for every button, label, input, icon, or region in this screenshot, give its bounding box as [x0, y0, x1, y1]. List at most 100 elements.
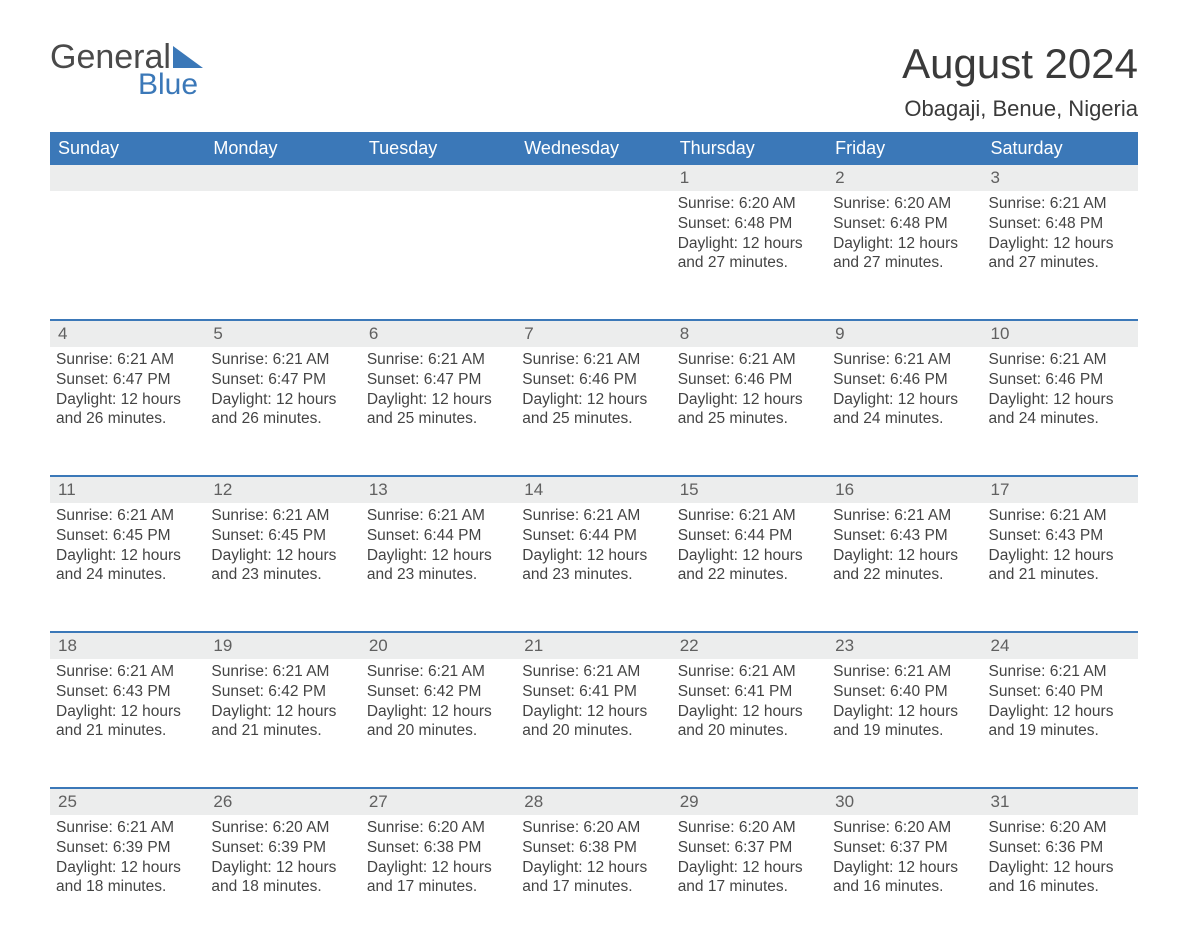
- cell-body: Sunrise: 6:20 AMSunset: 6:37 PMDaylight:…: [833, 815, 976, 897]
- day-header: Tuesday: [361, 132, 516, 165]
- week-body: Sunrise: 6:21 AM Sunset: 6:39 PM Daylight:…: [50, 815, 1138, 943]
- calendar-cell: Sunrise: 6:21 AMSunset: 6:46 PMDaylight:…: [516, 347, 671, 475]
- cell-body: Sunrise: 6:21 AMSunset: 6:39 PMDaylight:…: [56, 815, 199, 897]
- daylight-text: Daylight: 12 hours and 20 minutes.: [522, 702, 665, 742]
- day-number: 26: [205, 789, 360, 815]
- cell-body: Sunrise: 6:20 AMSunset: 6:37 PMDaylight:…: [678, 815, 821, 897]
- calendar-cell: Sunrise: 6:21 AMSunset: 6:47 PMDaylight:…: [361, 347, 516, 475]
- week-wrapper: 18192021222324Sunrise: 6:21 AMSunset: 6:…: [50, 631, 1138, 787]
- sunrise-text: Sunrise: 6:21 AM: [522, 506, 665, 526]
- calendar-cell: Sunrise: 6:21 AMSunset: 6:44 PMDaylight:…: [516, 503, 671, 631]
- day-number: 15: [672, 477, 827, 503]
- sunset-text: Sunset: 6:47 PM: [211, 370, 354, 390]
- day-number: 25: [50, 789, 205, 815]
- cell-body: Sunrise: 6:21 AMSunset: 6:44 PMDaylight:…: [678, 503, 821, 585]
- daylight-text: Daylight: 12 hours and 19 minutes.: [833, 702, 976, 742]
- daylight-text: Daylight: 12 hours and 19 minutes.: [989, 702, 1132, 742]
- day-header-row: SundayMondayTuesdayWednesdayThursdayFrid…: [50, 132, 1138, 165]
- sunset-text: Sunset: 6:43 PM: [833, 526, 976, 546]
- sunset-text: Sunset: 6:37 PM: [678, 838, 821, 858]
- cell-body: Sunrise: 6:21 AMSunset: 6:43 PMDaylight:…: [833, 503, 976, 585]
- daylight-text: Daylight: 12 hours and 25 minutes.: [678, 390, 821, 430]
- sunset-text: Sunset: 6:47 PM: [56, 370, 199, 390]
- daylight-text: Daylight: 12 hours and 20 minutes.: [367, 702, 510, 742]
- sunrise-text: Sunrise: 6:21 AM: [833, 662, 976, 682]
- day-number: 22: [672, 633, 827, 659]
- cell-body: Sunrise: 6:20 AMSunset: 6:48 PMDaylight:…: [678, 191, 821, 273]
- cell-body: Sunrise: 6:21 AMSunset: 6:47 PMDaylight:…: [56, 347, 199, 429]
- week-wrapper: 123Sunrise: 6:20 AMSunset: 6:48 PMDaylig…: [50, 165, 1138, 319]
- sunrise-text: Sunrise: 6:21 AM: [56, 350, 199, 370]
- sunrise-text: Sunrise: 6:21 AM: [989, 194, 1132, 214]
- sunrise-text: Sunrise: 6:20 AM: [833, 818, 976, 838]
- calendar-cell: Sunrise: 6:20 AMSunset: 6:39 PMDaylight:…: [205, 815, 360, 943]
- sunset-text: Sunset: 6:43 PM: [989, 526, 1132, 546]
- sunset-text: Sunset: 6:45 PM: [211, 526, 354, 546]
- cell-body: Sunrise: 6:20 AMSunset: 6:38 PMDaylight:…: [522, 815, 665, 897]
- calendar-cell: Sunrise: 6:20 AMSunset: 6:36 PMDaylight:…: [983, 815, 1138, 943]
- daylight-text: Daylight: 12 hours and 26 minutes.: [211, 390, 354, 430]
- calendar-cell: Sunrise: 6:21 AMSunset: 6:41 PMDaylight:…: [672, 659, 827, 787]
- day-number: 16: [827, 477, 982, 503]
- calendar-cell: Sunrise: 6:20 AMSunset: 6:38 PMDaylight:…: [361, 815, 516, 943]
- calendar-cell: [205, 191, 360, 319]
- daylight-text: Daylight: 12 hours and 25 minutes.: [522, 390, 665, 430]
- day-number: [361, 165, 516, 191]
- daynum-bar: 45678910: [50, 321, 1138, 347]
- calendar-cell: Sunrise: 6:20 AMSunset: 6:37 PMDaylight:…: [827, 815, 982, 943]
- calendar-cell: Sunrise: 6:21 AMSunset: 6:44 PMDaylight:…: [361, 503, 516, 631]
- calendar-cell: Sunrise: 6:21 AMSunset: 6:45 PMDaylight:…: [205, 503, 360, 631]
- daylight-text: Daylight: 12 hours and 23 minutes.: [522, 546, 665, 586]
- daylight-text: Daylight: 12 hours and 24 minutes.: [989, 390, 1132, 430]
- calendar-cell: [516, 191, 671, 319]
- day-number: 5: [205, 321, 360, 347]
- calendar-cell: Sunrise: 6:21 AMSunset: 6:47 PMDaylight:…: [205, 347, 360, 475]
- sunset-text: Sunset: 6:37 PM: [833, 838, 976, 858]
- calendar-cell: Sunrise: 6:21 AMSunset: 6:47 PMDaylight:…: [50, 347, 205, 475]
- sunrise-text: Sunrise: 6:21 AM: [367, 350, 510, 370]
- day-number: 31: [983, 789, 1138, 815]
- sunset-text: Sunset: 6:43 PM: [56, 682, 199, 702]
- cell-body: Sunrise: 6:21 AMSunset: 6:40 PMDaylight:…: [833, 659, 976, 741]
- cell-body: Sunrise: 6:21 AMSunset: 6:42 PMDaylight:…: [367, 659, 510, 741]
- sunset-text: Sunset: 6:48 PM: [833, 214, 976, 234]
- daylight-text: Daylight: 12 hours and 17 minutes.: [522, 858, 665, 898]
- day-number: 14: [516, 477, 671, 503]
- daylight-text: Daylight: 12 hours and 23 minutes.: [211, 546, 354, 586]
- sunrise-text: Sunrise: 6:21 AM: [56, 818, 199, 838]
- sunrise-text: Sunrise: 6:21 AM: [211, 350, 354, 370]
- calendar-cell: Sunrise: 6:20 AMSunset: 6:38 PMDaylight:…: [516, 815, 671, 943]
- day-number: 12: [205, 477, 360, 503]
- sunset-text: Sunset: 6:46 PM: [678, 370, 821, 390]
- sunrise-text: Sunrise: 6:21 AM: [989, 350, 1132, 370]
- sunrise-text: Sunrise: 6:21 AM: [367, 662, 510, 682]
- sunrise-text: Sunrise: 6:20 AM: [367, 818, 510, 838]
- sunset-text: Sunset: 6:39 PM: [211, 838, 354, 858]
- week-wrapper: 25262728293031Sunrise: 6:21 AMSunset: 6:…: [50, 787, 1138, 943]
- cell-body: Sunrise: 6:21 AMSunset: 6:46 PMDaylight:…: [989, 347, 1132, 429]
- daylight-text: Daylight: 12 hours and 27 minutes.: [989, 234, 1132, 274]
- day-number: 8: [672, 321, 827, 347]
- cell-body: Sunrise: 6:21 AMSunset: 6:41 PMDaylight:…: [522, 659, 665, 741]
- day-number: [50, 165, 205, 191]
- month-title: August 2024: [902, 40, 1138, 88]
- sunrise-text: Sunrise: 6:21 AM: [522, 662, 665, 682]
- sunrise-text: Sunrise: 6:21 AM: [833, 350, 976, 370]
- day-header: Wednesday: [516, 132, 671, 165]
- sunrise-text: Sunrise: 6:20 AM: [678, 194, 821, 214]
- sunrise-text: Sunrise: 6:20 AM: [678, 818, 821, 838]
- daylight-text: Daylight: 12 hours and 26 minutes.: [56, 390, 199, 430]
- cell-body: Sunrise: 6:21 AMSunset: 6:44 PMDaylight:…: [367, 503, 510, 585]
- week-body: Sunrise: 6:21 AMSunset: 6:47 PMDaylight:…: [50, 347, 1138, 475]
- calendar-cell: Sunrise: 6:21 AMSunset: 6:41 PMDaylight:…: [516, 659, 671, 787]
- day-number: 9: [827, 321, 982, 347]
- day-number: 13: [361, 477, 516, 503]
- cell-body: Sunrise: 6:20 AMSunset: 6:38 PMDaylight:…: [367, 815, 510, 897]
- sunrise-text: Sunrise: 6:21 AM: [989, 506, 1132, 526]
- title-block: August 2024 Obagaji, Benue, Nigeria: [902, 40, 1138, 122]
- week-body: Sunrise: 6:20 AM Sunset: 6:48 PM Daylight:…: [50, 191, 1138, 319]
- location-text: Obagaji, Benue, Nigeria: [902, 96, 1138, 122]
- daylight-text: Daylight: 12 hours and 16 minutes.: [989, 858, 1132, 898]
- day-number: 4: [50, 321, 205, 347]
- sunrise-text: Sunrise: 6:21 AM: [678, 350, 821, 370]
